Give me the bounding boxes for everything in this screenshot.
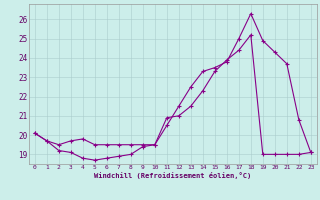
X-axis label: Windchill (Refroidissement éolien,°C): Windchill (Refroidissement éolien,°C): [94, 172, 252, 179]
